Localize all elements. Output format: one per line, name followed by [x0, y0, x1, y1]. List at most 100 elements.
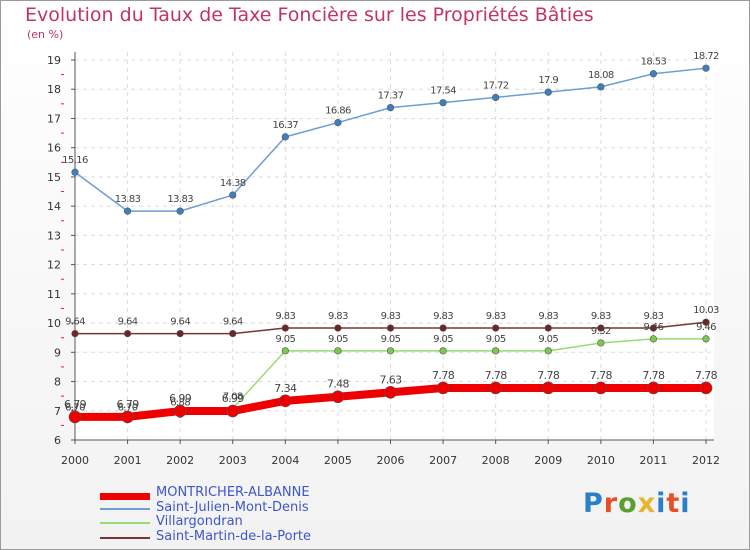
y-tick-label: 12 [47, 259, 61, 272]
data-label-saint-martin-de-la-porte: 9.83 [643, 311, 663, 322]
data-label-montricher-albanne: 6.99 [169, 392, 192, 405]
data-point-villargondran [281, 347, 289, 355]
y-tick-label: 18 [47, 83, 61, 96]
data-point-montricher-albanne [173, 404, 187, 418]
data-label-saint-julien-mont-denis: 16.86 [325, 106, 351, 117]
y-tick-label: 10 [47, 317, 61, 330]
data-label-saint-martin-de-la-porte: 9.64 [65, 317, 85, 328]
logo-letter: x [637, 488, 657, 519]
data-label-villargondran: 9.46 [696, 322, 716, 333]
data-point-villargondran [649, 335, 658, 343]
data-point-villargondran [386, 347, 395, 355]
y-tick-label: 17 [47, 112, 61, 125]
data-label-montricher-albanne: 7.63 [379, 373, 402, 386]
data-label-saint-martin-de-la-porte: 9.64 [223, 317, 243, 328]
data-label-montricher-albanne: 7.78 [485, 369, 508, 382]
x-tick-label: 2001 [114, 454, 142, 467]
y-tick-label: 11 [47, 288, 61, 301]
x-tick-label: 2007 [429, 454, 457, 467]
data-label-montricher-albanne: 7.34 [274, 382, 297, 395]
data-point-saint-martin-de-la-porte [597, 324, 605, 332]
data-label-saint-martin-de-la-porte: 9.64 [170, 317, 190, 328]
data-point-saint-julien-mont-denis [492, 93, 500, 102]
data-label-saint-martin-de-la-porte: 9.83 [275, 311, 295, 322]
data-point-montricher-albanne [226, 404, 240, 418]
x-tick-label: 2011 [639, 454, 667, 467]
data-point-saint-martin-de-la-porte [544, 324, 552, 332]
y-tick-label: 8 [54, 376, 61, 389]
data-label-saint-martin-de-la-porte: 9.83 [328, 311, 348, 322]
data-label-villargondran: 9.05 [275, 334, 295, 345]
data-point-montricher-albanne [121, 410, 134, 424]
legend-item-montricher: MONTRICHER-ALBANNE [100, 485, 430, 501]
logo-letter: t [666, 488, 681, 519]
data-label-montricher-albanne: 7.78 [590, 369, 613, 382]
data-label-villargondran: 9.05 [328, 334, 348, 345]
data-point-montricher-albanne [594, 381, 608, 395]
data-label-saint-martin-de-la-porte: 10.03 [693, 305, 719, 316]
y-tick-label: 6 [54, 434, 61, 447]
logo-letter: P [583, 488, 604, 519]
legend-item-saint-martin: Saint-Martin-de-la-Porte [100, 529, 430, 545]
logo-letter: i [656, 488, 667, 519]
data-label-saint-martin-de-la-porte: 9.83 [591, 311, 611, 322]
data-point-saint-martin-de-la-porte [702, 318, 710, 326]
data-label-saint-martin-de-la-porte: 9.83 [486, 311, 506, 322]
data-label-villargondran: 6.88 [170, 397, 190, 408]
legend-swatch-villargondran [100, 522, 150, 524]
data-label-saint-julien-mont-denis: 17.72 [483, 80, 509, 91]
x-tick-label: 2005 [324, 454, 352, 467]
data-label-montricher-albanne: 6.99 [222, 392, 245, 405]
data-point-saint-martin-de-la-porte [123, 330, 132, 338]
data-point-saint-martin-de-la-porte [176, 330, 184, 338]
data-label-saint-julien-mont-denis: 13.83 [115, 194, 141, 205]
y-tick-label: 9 [54, 346, 61, 359]
logo-letter: r [603, 488, 619, 519]
data-point-montricher-albanne [541, 381, 555, 395]
data-point-saint-julien-mont-denis [439, 99, 447, 107]
logo-letter: i [680, 488, 691, 519]
data-point-saint-julien-mont-denis [229, 191, 237, 199]
data-label-villargondran: 9.05 [433, 334, 453, 345]
legend-swatch-saint-martin [100, 537, 150, 539]
data-point-villargondran [544, 347, 552, 355]
data-point-saint-julien-mont-denis [544, 88, 552, 96]
data-point-villargondran [492, 347, 500, 355]
data-label-villargondran: 6.70 [65, 403, 85, 414]
data-label-saint-julien-mont-denis: 17.37 [378, 91, 404, 102]
data-label-saint-julien-mont-denis: 13.83 [167, 194, 193, 205]
data-label-saint-julien-mont-denis: 16.37 [273, 120, 299, 131]
data-point-montricher-albanne [279, 394, 292, 408]
data-label-saint-martin-de-la-porte: 9.83 [433, 311, 453, 322]
data-point-saint-martin-de-la-porte [71, 330, 79, 338]
proxiti-logo: Proxiti [583, 488, 691, 519]
data-point-villargondran [702, 335, 710, 343]
data-point-saint-martin-de-la-porte [492, 324, 500, 332]
data-point-saint-julien-mont-denis [334, 118, 342, 127]
data-label-saint-julien-mont-denis: 17.54 [430, 86, 456, 97]
data-label-villargondran: 9.32 [591, 326, 611, 337]
data-label-saint-julien-mont-denis: 18.53 [641, 57, 667, 68]
data-label-villargondran: 9.05 [381, 334, 401, 345]
data-label-saint-julien-mont-denis: 17.9 [538, 75, 558, 86]
data-point-saint-julien-mont-denis [123, 207, 132, 215]
logo-letter: o [618, 488, 638, 519]
data-label-montricher-albanne: 7.78 [432, 369, 455, 382]
data-point-villargondran [597, 339, 605, 347]
y-tick-label: 14 [47, 200, 61, 213]
data-label-saint-julien-mont-denis: 18.08 [588, 70, 614, 81]
data-point-montricher-albanne [384, 386, 397, 399]
legend-item-villargondran: Villargondran [100, 514, 430, 530]
data-label-montricher-albanne: 7.78 [695, 369, 718, 382]
y-tick-label: 16 [47, 142, 61, 155]
x-tick-label: 2004 [271, 454, 299, 467]
data-point-villargondran [439, 347, 447, 355]
data-point-saint-martin-de-la-porte [229, 330, 237, 338]
legend-label-saint-martin: Saint-Martin-de-la-Porte [156, 529, 312, 544]
x-tick-label: 2006 [377, 454, 405, 467]
y-tick-label: 19 [47, 54, 61, 67]
data-point-saint-martin-de-la-porte [649, 324, 658, 332]
data-label-montricher-albanne: 7.48 [327, 378, 350, 391]
data-point-saint-julien-mont-denis [281, 133, 289, 141]
y-unit-label: (en %) [27, 28, 64, 41]
